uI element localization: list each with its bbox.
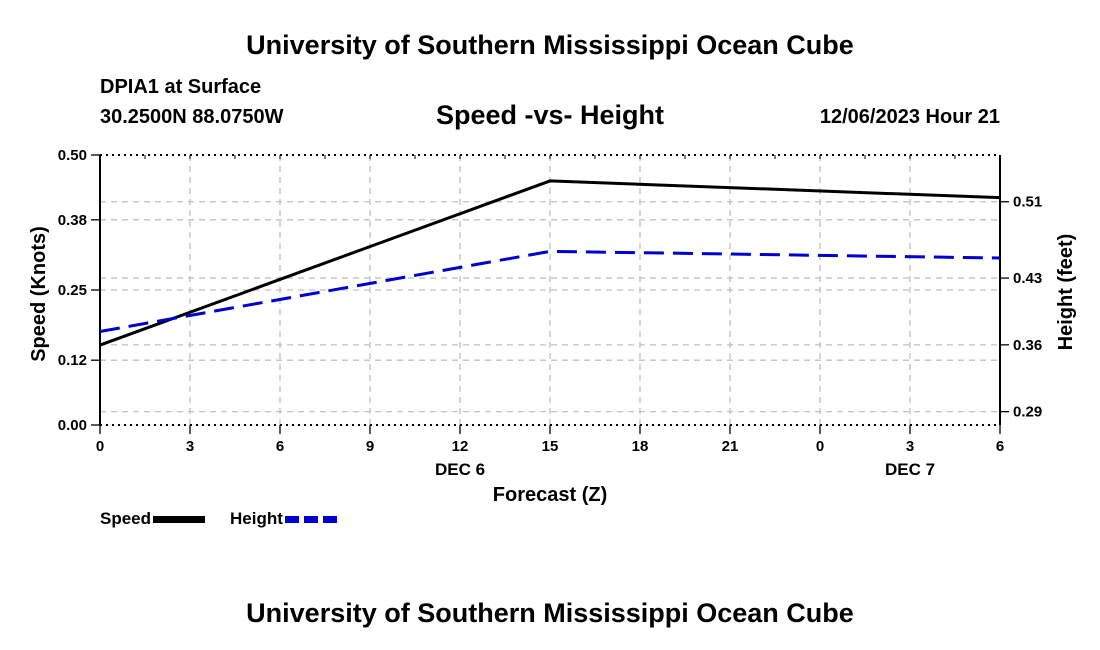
legend-speed-label: Speed <box>100 509 152 528</box>
footer-title: University of Southern Mississippi Ocean… <box>246 598 854 628</box>
legend-speed: Speed <box>100 509 206 529</box>
main-title: University of Southern Mississippi Ocean… <box>246 30 854 60</box>
legend-height-swatch <box>284 515 337 523</box>
y2-tick-label: 0.51 <box>1013 194 1042 211</box>
date-label: DEC 7 <box>885 460 935 479</box>
series-line-speed <box>99 179 1001 347</box>
x-tick-label: 0 <box>816 438 824 455</box>
x-tick-label: 9 <box>366 438 374 455</box>
date-label: DEC 6 <box>435 460 485 479</box>
x-tick-label: 21 <box>722 438 739 455</box>
x-tick-label: 3 <box>186 438 194 455</box>
x-tick-label: 6 <box>996 438 1004 455</box>
y-tick-label: 0.12 <box>58 352 87 369</box>
y-tick-label: 0.38 <box>58 212 87 229</box>
speed-height-chart: 0 3 6 9 12 15 18 21 0 3 6 0.00 0.12 0.25 0.38 0.50 0.29 0… <box>28 147 1077 506</box>
x-axis-title: Forecast (Z) <box>493 484 607 506</box>
series-line-height <box>99 249 1001 333</box>
legend-speed-swatch <box>153 515 206 523</box>
y-axis-title: Speed (Knots) <box>28 226 50 362</box>
station-label: DPIA1 at Surface <box>100 76 262 98</box>
y2-axis-title: Height (feet) <box>1055 234 1077 351</box>
x-tick-label: 3 <box>906 438 914 455</box>
y2-tick-label: 0.29 <box>1013 404 1042 421</box>
x-tick-label: 18 <box>632 438 649 455</box>
x-tick-label: 0 <box>96 438 104 455</box>
y-tick-label: 0.00 <box>58 417 87 434</box>
legend-height-label: Height <box>230 509 283 528</box>
y2-tick-label: 0.43 <box>1013 270 1042 287</box>
chart-title: Speed -vs- Height <box>435 100 665 130</box>
x-tick-label: 12 <box>452 438 469 455</box>
legend-height: Height <box>230 509 337 529</box>
y-tick-label: 0.25 <box>58 282 87 299</box>
coordinates-label: 30.2500N 88.0750W <box>100 106 284 128</box>
y2-tick-label: 0.36 <box>1013 337 1042 354</box>
y-tick-label: 0.50 <box>58 147 87 164</box>
x-tick-label: 6 <box>276 438 284 455</box>
datetime-label: 12/06/2023 Hour 21 <box>819 106 1000 128</box>
x-tick-label: 15 <box>542 438 559 455</box>
